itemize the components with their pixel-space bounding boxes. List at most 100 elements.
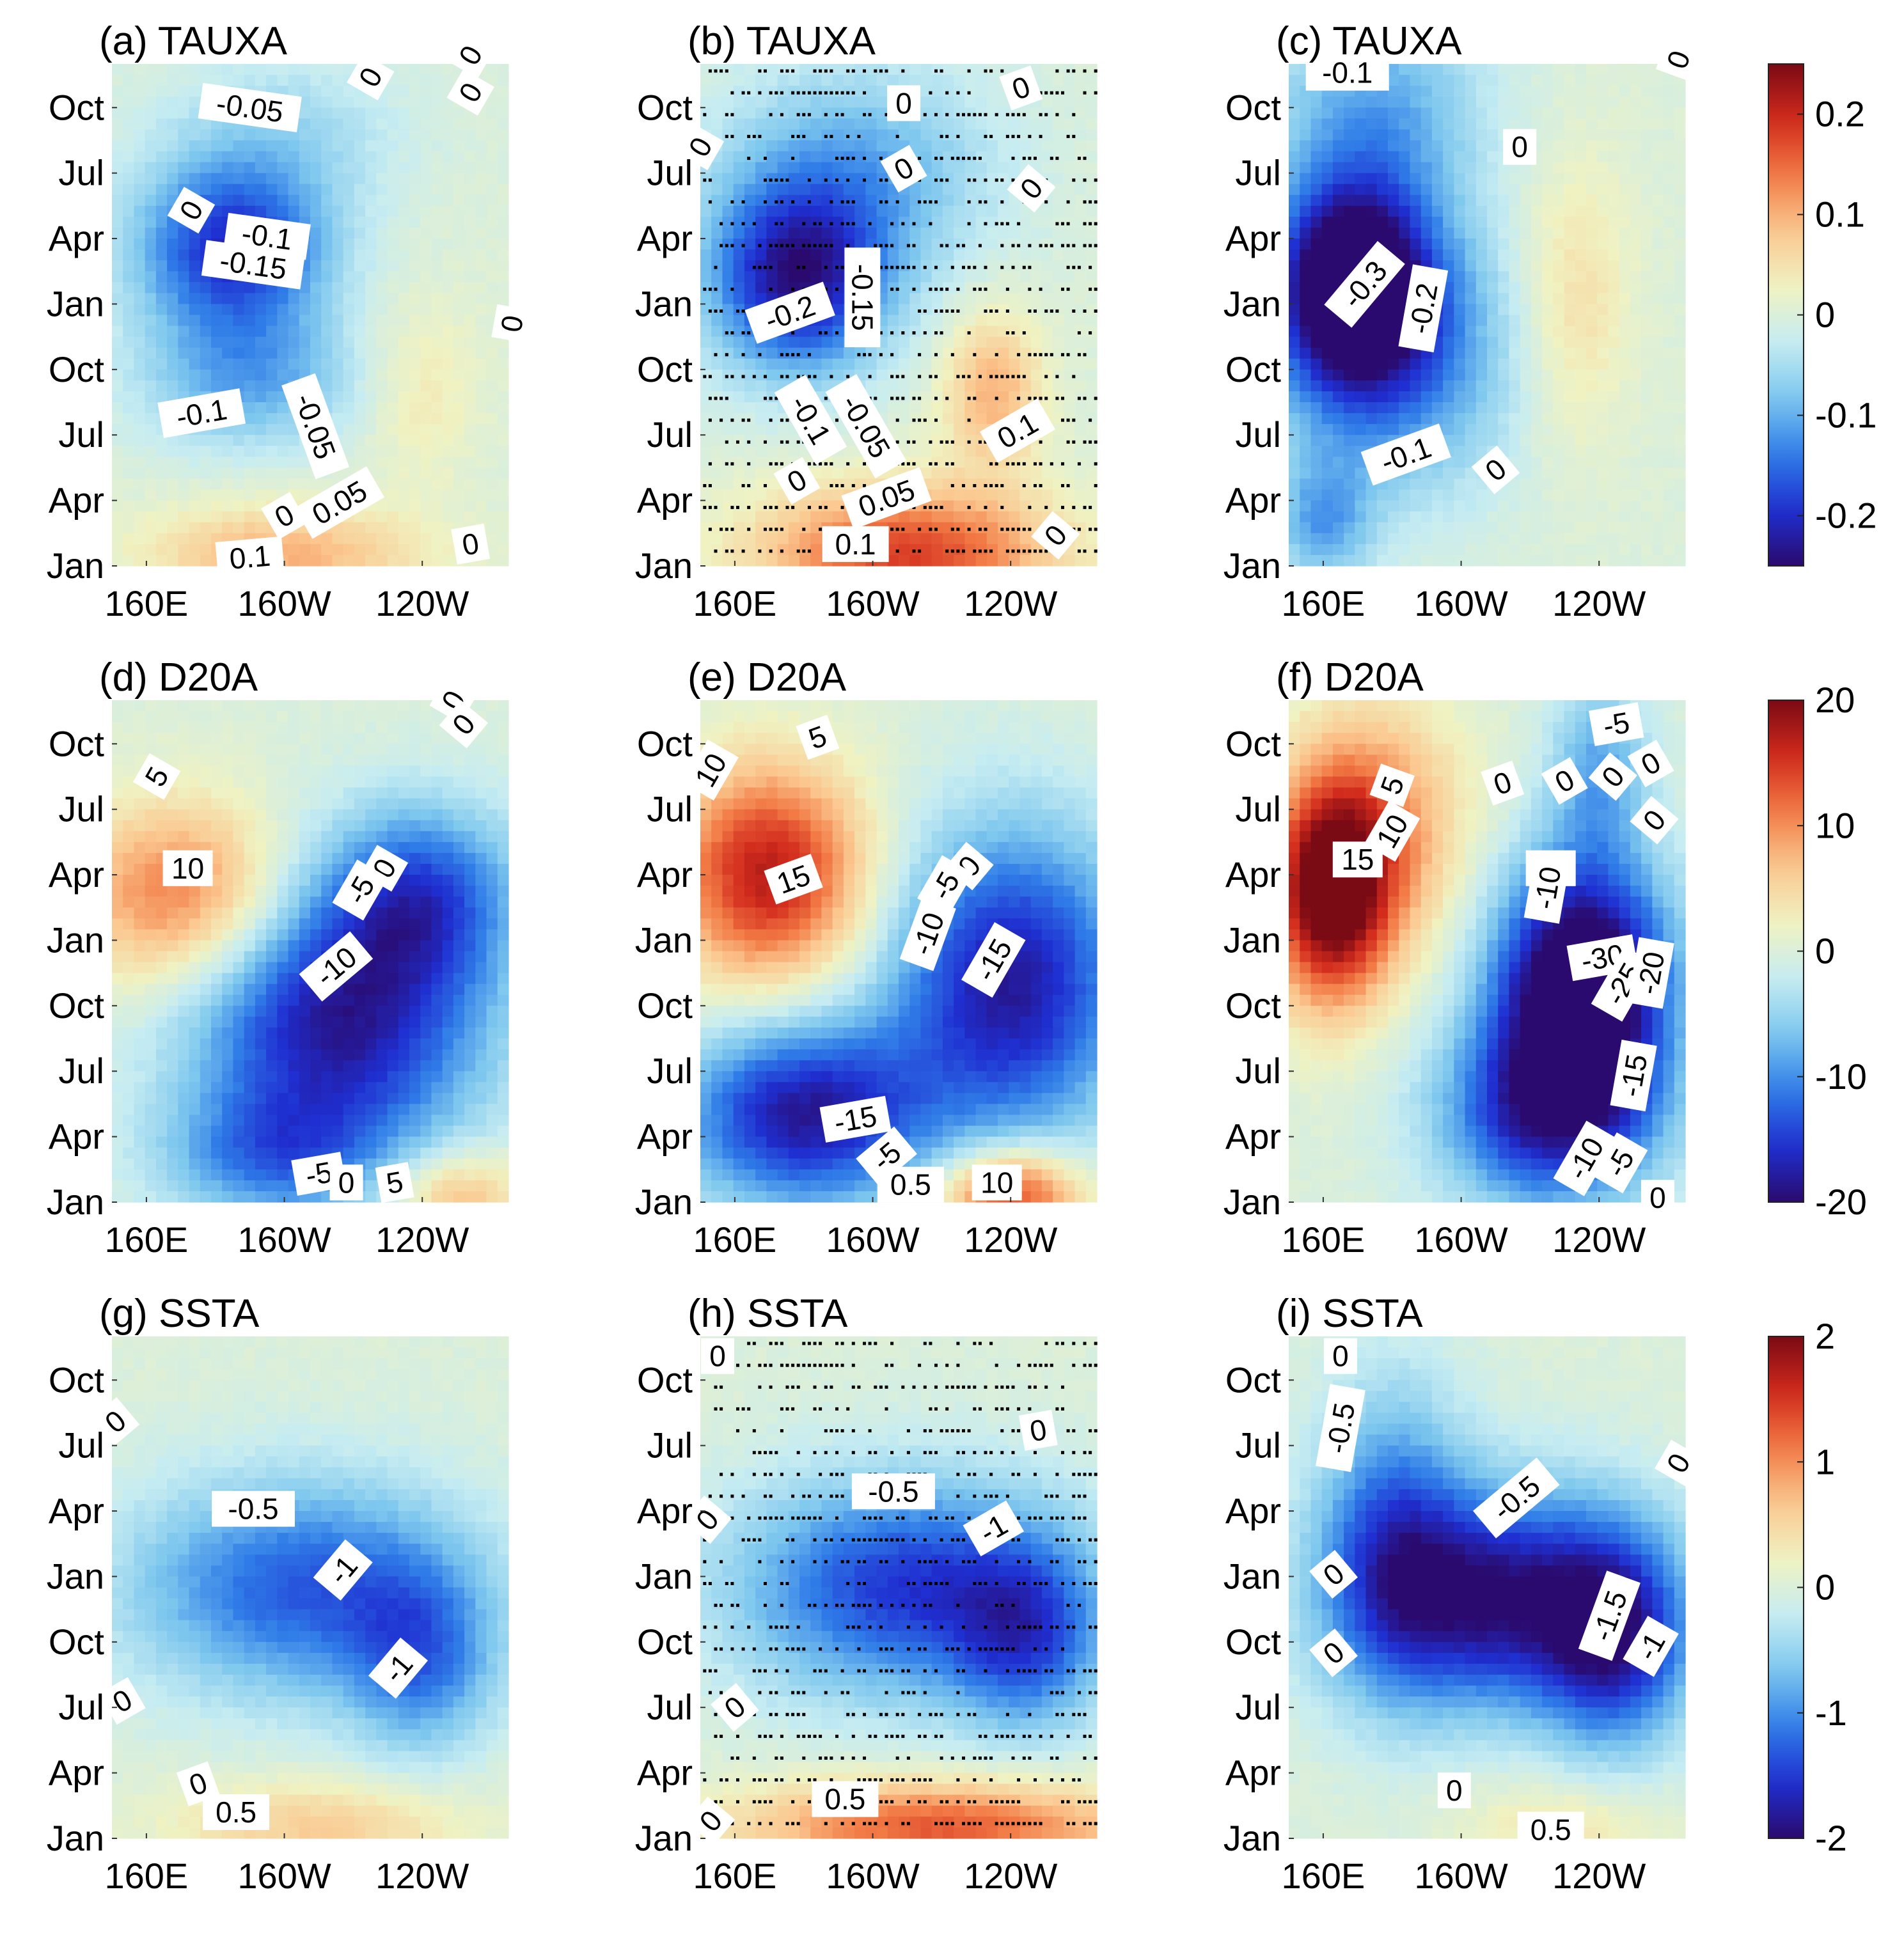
panel-title: (d) D20A — [99, 655, 258, 700]
y-tick-label: Apr — [1225, 218, 1281, 258]
panel-title: (c) TAUXA — [1276, 19, 1462, 63]
x-tick-label: 160E — [693, 1219, 777, 1260]
y-tick-label: Oct — [49, 87, 105, 127]
x-tick-label: 160E — [105, 583, 189, 623]
x-tick-label: 120W — [1552, 1219, 1646, 1260]
x-tick-label: 120W — [1552, 1856, 1646, 1896]
y-tick-label: Jan — [635, 545, 693, 586]
colorbar-tick-label: 0 — [1815, 295, 1835, 335]
heatmap-field-a — [112, 64, 509, 567]
x-tick-label: 160W — [826, 1219, 919, 1260]
contour-label: 0.5 — [1518, 1812, 1584, 1847]
colorbar-tick-label: 2 — [1815, 1316, 1835, 1356]
x-tick-label: 120W — [964, 583, 1057, 623]
contour-label: 0 — [491, 304, 532, 343]
contour-label: 0 — [1019, 1410, 1058, 1451]
y-tick-label: Apr — [637, 1753, 693, 1793]
contour-label: 0 — [1503, 129, 1536, 165]
contour-label-text: 0.5 — [216, 1796, 256, 1829]
y-tick-label: Jan — [1223, 1818, 1281, 1858]
colorbar-tick-label: 0.1 — [1815, 194, 1865, 235]
y-tick-label: Oct — [637, 87, 693, 127]
y-tick-label: Oct — [49, 349, 105, 389]
y-tick-label: Oct — [1225, 87, 1282, 127]
y-tick-label: Oct — [49, 1359, 105, 1400]
colorbar-tick-label: 0 — [1815, 1567, 1835, 1608]
y-tick-label: Apr — [637, 480, 693, 520]
y-tick-label: Jul — [647, 789, 693, 829]
x-tick-label: 160E — [1282, 1219, 1365, 1260]
contour-label: 0.1 — [822, 526, 889, 562]
y-tick-label: Jan — [635, 1182, 693, 1222]
y-tick-label: Oct — [1225, 1622, 1282, 1662]
heatmap-field-g — [112, 1336, 509, 1839]
panel-c: -0.1 00-0.3 -0.2-0.1 0JanAprJulOctJanAprJul… — [1223, 19, 1701, 623]
contour-label: 0.5 — [812, 1781, 878, 1817]
x-tick-label: 160W — [237, 1856, 331, 1896]
heatmap-field-e — [700, 700, 1098, 1203]
colorbar-tick-label: -0.2 — [1815, 496, 1877, 536]
panel-title: (e) D20A — [688, 655, 847, 700]
x-tick-label: 160E — [1282, 583, 1365, 623]
heatmap-field-h — [700, 1336, 1098, 1839]
y-tick-label: Apr — [49, 1753, 104, 1793]
y-tick-label: Oct — [1225, 985, 1282, 1026]
y-tick-label: Jan — [47, 1818, 104, 1858]
contour-label-text: 0.1 — [835, 528, 876, 561]
colorbar-tick-label: 20 — [1815, 680, 1855, 720]
y-tick-label: Apr — [49, 1491, 104, 1531]
colorbar-tick-label: -0.1 — [1815, 395, 1877, 435]
contour-label: 0 — [887, 85, 920, 121]
colorbar-tick-label: 10 — [1815, 805, 1855, 845]
x-tick-label: 160W — [826, 1856, 919, 1896]
y-tick-label: Oct — [1225, 1359, 1282, 1400]
contour-label: 0.1 — [215, 536, 284, 578]
y-tick-label: Jan — [635, 920, 693, 960]
y-tick-label: Apr — [1225, 854, 1281, 895]
contour-label-text: 0.5 — [1530, 1813, 1571, 1846]
y-tick-label: Jul — [647, 1051, 693, 1091]
y-tick-label: Apr — [637, 1491, 693, 1531]
panel-title: (i) SSTA — [1276, 1292, 1423, 1336]
y-tick-label: Jul — [1235, 1051, 1281, 1091]
y-tick-label: Jan — [635, 1818, 693, 1858]
y-tick-label: Jul — [1235, 1425, 1281, 1466]
contour-label: 0 — [1438, 1773, 1471, 1808]
colorbar-tick-label: 0 — [1815, 931, 1835, 971]
colorbar-tick-label: 0.2 — [1815, 94, 1865, 134]
y-tick-label: Apr — [49, 218, 104, 258]
y-tick-label: Apr — [49, 1116, 104, 1157]
contour-label-text: 0 — [709, 1340, 726, 1373]
x-tick-label: 160E — [693, 583, 777, 623]
y-tick-label: Jan — [47, 1182, 104, 1222]
y-tick-label: Apr — [1225, 1116, 1281, 1157]
contour-label-text: 0 — [1649, 1181, 1666, 1214]
contour-label: 5 — [375, 1162, 414, 1203]
colorbar-tick-label: -10 — [1815, 1056, 1867, 1097]
contour-label: 0 — [1324, 1338, 1357, 1374]
y-tick-label: Jan — [47, 1556, 104, 1596]
y-tick-label: Oct — [637, 985, 693, 1026]
contour-label: 15 — [1333, 841, 1383, 877]
panel-h: 00-0.5-1000.50JanAprJulOctJanAprJulOct16… — [635, 1292, 1098, 1896]
y-tick-label: Oct — [49, 985, 105, 1026]
x-tick-label: 160W — [1414, 1219, 1507, 1260]
x-tick-label: 160W — [237, 583, 331, 623]
contour-label: -0.5 — [212, 1491, 295, 1527]
x-tick-label: 160W — [1414, 1856, 1507, 1896]
contour-label-text: 0 — [1446, 1774, 1463, 1807]
y-tick-label: Jan — [47, 283, 104, 324]
y-tick-label: Apr — [49, 480, 104, 520]
contour-label-text: 15 — [1341, 843, 1374, 876]
x-tick-label: 160W — [826, 583, 919, 623]
y-tick-label: Apr — [49, 854, 104, 895]
x-tick-label: 160W — [237, 1219, 331, 1260]
contour-label-text: 0 — [1511, 130, 1528, 164]
panel-title: (f) D20A — [1276, 655, 1424, 700]
x-tick-label: 160E — [105, 1856, 189, 1896]
contour-label: 0 — [451, 524, 490, 565]
x-tick-label: 160E — [1282, 1856, 1365, 1896]
y-tick-label: Jul — [647, 1687, 693, 1727]
